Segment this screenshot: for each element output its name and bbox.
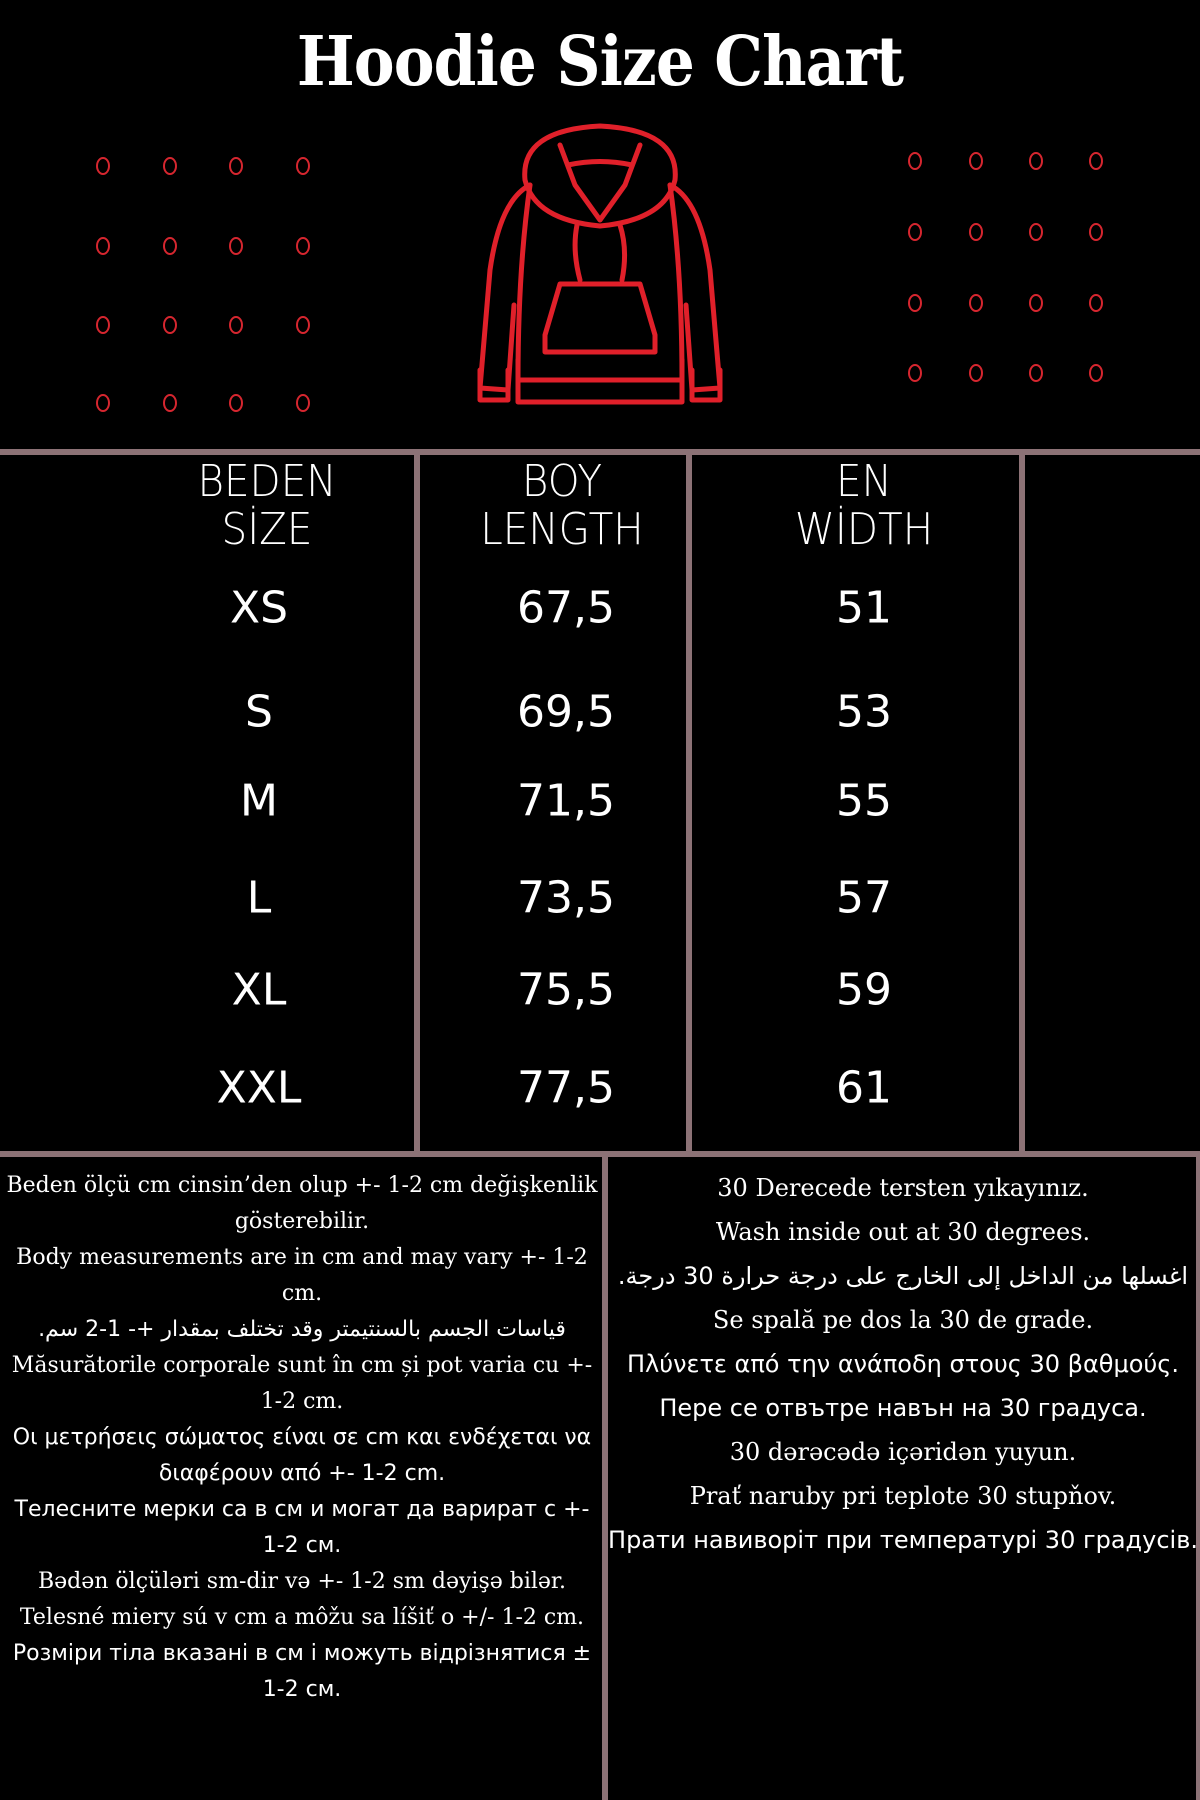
- table-cell-width: 53: [836, 686, 892, 738]
- decorative-circle-icon: [96, 237, 110, 255]
- notes-divider: [602, 1154, 608, 1800]
- header-size-tr: BEDEN: [197, 456, 337, 507]
- header-width-tr: EN: [836, 456, 892, 507]
- decorative-circle-icon: [296, 394, 310, 412]
- note-line: اغسلها من الداخل إلى الخارج على درجة حرا…: [617, 1262, 1189, 1290]
- note-line: Telesné miery sú v cm a môžu sa líšiť o …: [19, 1605, 585, 1630]
- decorative-circle-icon: [969, 294, 983, 312]
- header-length: BOY LENGTH: [480, 458, 644, 554]
- table-cell-size: XXL: [216, 1062, 302, 1114]
- decorative-circle-icon: [296, 316, 310, 334]
- decorative-circle-icon: [969, 152, 983, 170]
- decorative-circle-icon: [908, 294, 922, 312]
- decorative-circle-icon: [296, 157, 310, 175]
- table-cell-size: XS: [229, 582, 289, 634]
- decorative-circle-icon: [1029, 364, 1043, 382]
- decorative-circle-icon: [908, 364, 922, 382]
- note-line: Măsurătorile corporale sunt în cm și pot…: [11, 1353, 593, 1414]
- decorative-circle-icon: [1029, 294, 1043, 312]
- note-line: Bədən ölçüləri sm-dir və +- 1-2 sm dəyiş…: [37, 1569, 567, 1594]
- note-line: Body measurements are in cm and may vary…: [16, 1245, 588, 1306]
- decorative-circle-icon: [969, 364, 983, 382]
- decorative-circle-icon: [969, 223, 983, 241]
- decorative-circle-icon: [908, 223, 922, 241]
- note-line: Οι μετρήσεις σώματος είναι σε cm και ενδ…: [12, 1425, 592, 1486]
- decorative-circle-icon: [1089, 223, 1103, 241]
- note-line: Прати навиворіт при температурі 30 граду…: [608, 1526, 1198, 1554]
- decorative-circle-icon: [96, 316, 110, 334]
- decorative-circle-icon: [1089, 364, 1103, 382]
- decorative-circle-icon: [229, 157, 243, 175]
- column-divider: [686, 452, 692, 1154]
- table-cell-length: 77,5: [517, 1062, 615, 1114]
- table-bottom-divider: [0, 1151, 1200, 1157]
- table-cell-width: 57: [836, 872, 892, 924]
- table-cell-width: 51: [836, 582, 892, 634]
- decorative-circle-icon: [1089, 152, 1103, 170]
- note-line: Beden ölçü cm cinsin’den olup +- 1-2 cm …: [6, 1173, 598, 1234]
- header-length-tr: BOY: [521, 456, 603, 507]
- decorative-circle-icon: [1029, 223, 1043, 241]
- note-line: 30 dərəcədə içəridən yuyun.: [729, 1438, 1077, 1466]
- table-cell-width: 61: [836, 1062, 892, 1114]
- note-line: Se spală pe dos la 30 de grade.: [712, 1306, 1094, 1334]
- decorative-circle-icon: [908, 152, 922, 170]
- column-divider: [414, 452, 420, 1154]
- table-top-divider: [0, 449, 1200, 455]
- washing-instructions: 30 Derecede tersten yıkayınız. Wash insid…: [608, 1166, 1198, 1562]
- header-size-en: SİZE: [221, 504, 313, 555]
- decorative-circle-icon: [163, 237, 177, 255]
- decorative-circle-icon: [163, 316, 177, 334]
- hoodie-outline-icon: [477, 123, 723, 405]
- table-cell-length: 73,5: [517, 872, 615, 924]
- header-width: EN WİDTH: [795, 458, 933, 554]
- decorative-circle-icon: [296, 237, 310, 255]
- decorative-circle-icon: [163, 157, 177, 175]
- decorative-circle-icon: [1029, 152, 1043, 170]
- table-cell-length: 69,5: [517, 686, 615, 738]
- note-line: Пере се отвътре навън на 30 градуса.: [659, 1394, 1147, 1422]
- table-cell-width: 59: [836, 964, 892, 1016]
- header-length-en: LENGTH: [480, 504, 644, 555]
- decorative-circle-icon: [229, 316, 243, 334]
- table-cell-width: 55: [836, 775, 892, 827]
- table-cell-length: 75,5: [517, 964, 615, 1016]
- notes-right-border: [1196, 1154, 1200, 1800]
- decorative-circle-icon: [229, 237, 243, 255]
- table-cell-length: 71,5: [517, 775, 615, 827]
- table-cell-size: L: [246, 872, 272, 924]
- table-cell-length: 67,5: [517, 582, 615, 634]
- decorative-circle-icon: [163, 394, 177, 412]
- table-cell-size: XL: [231, 964, 287, 1016]
- column-divider: [1019, 452, 1025, 1154]
- header-width-en: WİDTH: [794, 504, 934, 555]
- decorative-circle-icon: [1089, 294, 1103, 312]
- page-title: Hoodie Size Chart: [296, 22, 904, 102]
- header-size: BEDEN SİZE: [197, 458, 336, 554]
- measurement-notes: Beden ölçü cm cinsin’den olup +- 1-2 cm …: [2, 1168, 602, 1708]
- note-line: Prať naruby pri teplote 30 stupňov.: [689, 1482, 1117, 1510]
- note-line: Телесните мерки са в см и могат да варир…: [14, 1497, 590, 1558]
- note-line: قياسات الجسم بالسنتيمتر وقد تختلف بمقدار…: [38, 1317, 566, 1342]
- note-line: Πλύνετε από την ανάποδη στους 30 βαθμούς…: [626, 1350, 1180, 1378]
- decorative-circle-icon: [96, 157, 110, 175]
- note-line: Розміри тіла вказані в см і можуть відрі…: [12, 1641, 592, 1702]
- note-line: Wash inside out at 30 degrees.: [715, 1218, 1091, 1246]
- decorative-circle-icon: [229, 394, 243, 412]
- decorative-circle-icon: [96, 394, 110, 412]
- note-line: 30 Derecede tersten yıkayınız.: [717, 1174, 1089, 1202]
- table-cell-size: S: [245, 686, 273, 738]
- table-cell-size: M: [240, 775, 278, 827]
